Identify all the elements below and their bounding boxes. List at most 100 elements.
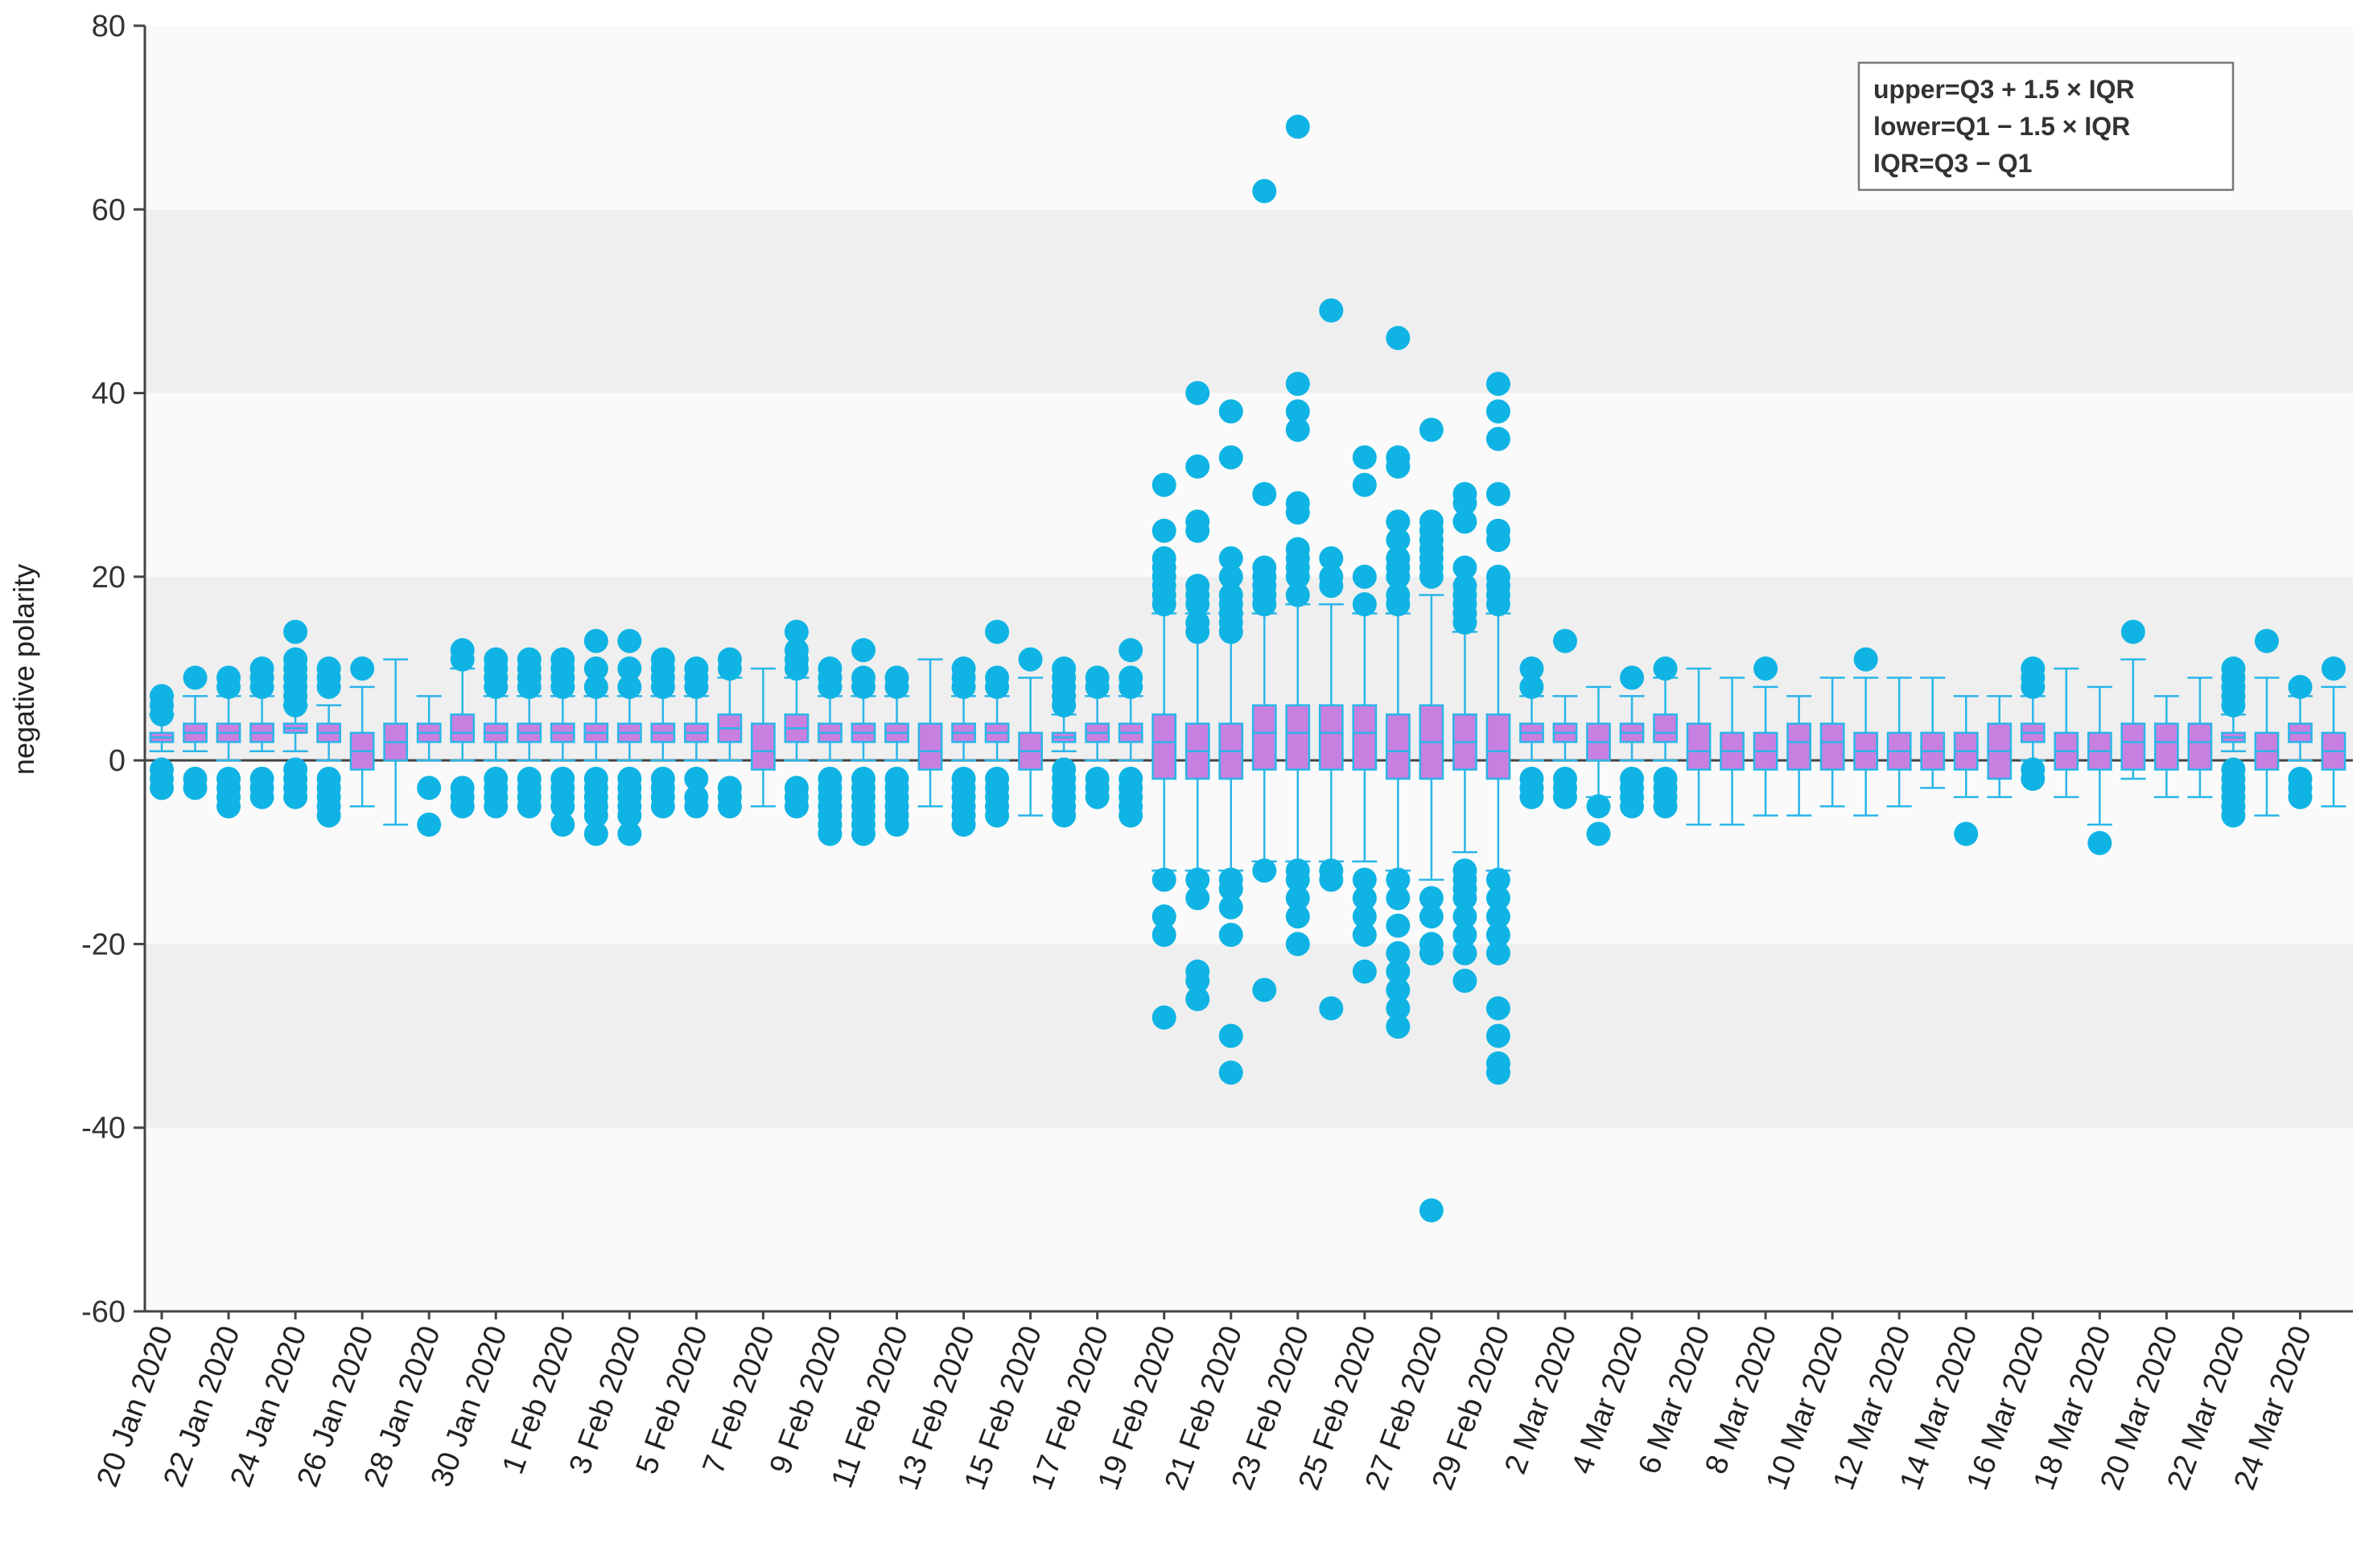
box-9 <box>450 638 476 819</box>
outlier-point <box>1386 886 1411 911</box>
outlier-point <box>1352 904 1377 929</box>
outlier-point <box>417 776 442 800</box>
box-10 <box>483 647 509 819</box>
outlier-point <box>1285 399 1310 424</box>
outlier-point <box>1185 986 1210 1011</box>
outlier-point <box>1386 940 1411 965</box>
y-tick-label: -40 <box>81 1112 126 1146</box>
legend-box <box>1857 61 2235 191</box>
outlier-point <box>784 794 809 819</box>
band--20-0 <box>145 760 2353 945</box>
outlier-point <box>1285 932 1310 957</box>
outlier-point <box>985 674 1010 699</box>
outlier-point <box>1252 482 1277 507</box>
outlier-point <box>1386 326 1411 351</box>
outlier-point <box>2221 693 2246 718</box>
outlier-point <box>1485 940 1510 965</box>
iqr-box <box>917 722 943 771</box>
outlier-point <box>1185 518 1210 543</box>
outlier-point <box>1352 592 1377 617</box>
outlier-point <box>1218 564 1243 589</box>
outlier-point <box>1285 114 1310 139</box>
outlier-point <box>1485 886 1510 911</box>
outlier-point <box>1352 886 1377 911</box>
outlier-point <box>1386 509 1411 534</box>
outlier-point <box>1218 876 1243 901</box>
box-11 <box>517 647 542 819</box>
outlier-point <box>1185 592 1210 617</box>
outlier-point <box>316 674 341 699</box>
outlier-point <box>851 674 876 699</box>
box-51 <box>1853 647 1879 817</box>
outlier-point <box>1252 858 1277 883</box>
outlier-point <box>1152 518 1176 543</box>
outlier-point <box>517 674 542 699</box>
box-8 <box>416 694 442 838</box>
outlier-point <box>1485 372 1510 397</box>
box-40 <box>1485 372 1511 1085</box>
outlier-point <box>249 784 274 809</box>
outlier-point <box>951 674 976 699</box>
outlier-point <box>2322 656 2346 681</box>
outlier-point <box>884 813 909 838</box>
outlier-point <box>1152 1005 1176 1030</box>
outlier-point <box>1853 647 1878 672</box>
outlier-point <box>1218 895 1243 920</box>
background-bands <box>145 26 2353 1311</box>
outlier-point <box>684 674 709 699</box>
box-33 <box>1251 179 1277 1002</box>
outlier-point <box>1386 564 1411 589</box>
box-39 <box>1452 482 1477 994</box>
outlier-point <box>183 665 208 690</box>
outlier-point <box>1386 996 1411 1021</box>
outlier-point <box>283 693 308 718</box>
outlier-point <box>1519 656 1544 681</box>
outlier-point <box>1352 564 1377 589</box>
outlier-point <box>1485 426 1510 451</box>
band-0-20 <box>145 576 2353 761</box>
outlier-point <box>684 766 709 791</box>
box-55 <box>1987 694 2013 799</box>
outlier-point <box>1452 886 1477 911</box>
box-34 <box>1285 114 1311 957</box>
iqr-box <box>2154 722 2179 771</box>
y-tick-label: 20 <box>92 561 126 595</box>
outlier-point <box>1185 969 1210 994</box>
y-tick-label: -60 <box>81 1295 126 1329</box>
box-28 <box>1085 665 1110 809</box>
outlier-point <box>249 674 274 699</box>
box-4 <box>282 619 308 809</box>
outlier-point <box>1085 674 1110 699</box>
outlier-point <box>1386 592 1411 617</box>
outlier-point <box>1352 445 1377 470</box>
box-48 <box>1753 656 1778 817</box>
outlier-point <box>1386 528 1411 553</box>
box-23 <box>917 658 943 808</box>
outlier-point <box>1218 1060 1243 1085</box>
outlier-point <box>617 821 642 846</box>
outlier-point <box>1519 674 1544 699</box>
outlier-point <box>617 656 642 681</box>
outlier-point <box>1052 803 1077 828</box>
outlier-point <box>1753 656 1778 681</box>
outlier-point <box>617 803 642 828</box>
y-ticks-group: -60 -40 -20 0 20 40 60 80 <box>81 10 145 1329</box>
outlier-point <box>1218 1023 1243 1048</box>
outlier-point <box>1352 923 1377 948</box>
outlier-point <box>1586 794 1611 819</box>
outlier-point <box>1218 399 1243 424</box>
outlier-point <box>884 674 909 699</box>
box-35 <box>1318 298 1344 1021</box>
outlier-point <box>1352 472 1377 497</box>
outlier-point <box>1119 803 1143 828</box>
outlier-point <box>1485 904 1510 929</box>
outlier-point <box>1386 454 1411 479</box>
y-tick-label: 40 <box>92 377 126 411</box>
outlier-point <box>1386 959 1411 984</box>
outlier-point <box>1452 940 1477 965</box>
outlier-point <box>1018 647 1043 672</box>
outlier-point <box>1452 555 1477 580</box>
box-3 <box>249 656 275 809</box>
outlier-point <box>2288 784 2313 809</box>
